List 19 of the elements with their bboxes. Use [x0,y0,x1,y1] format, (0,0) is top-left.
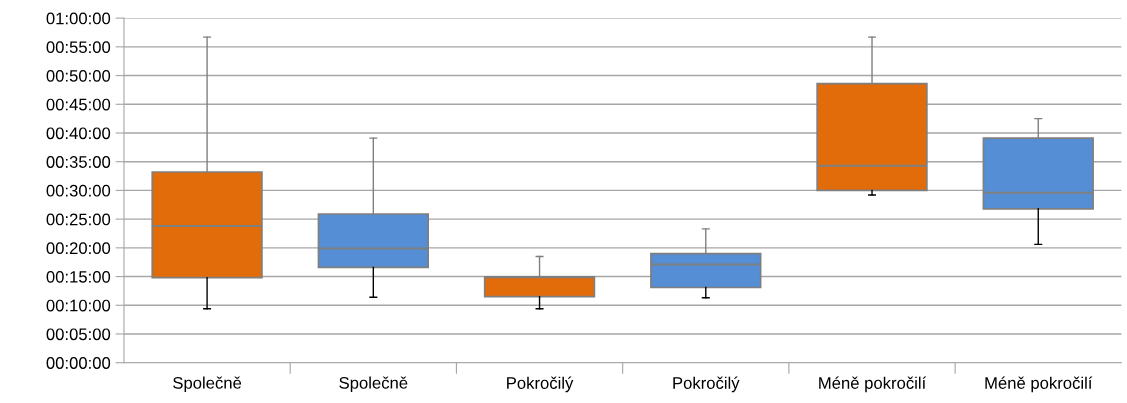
y-tick-label: 00:10:00 [46,299,111,312]
x-tick-label: Méně pokročilí [985,376,1093,393]
y-tick-label: 00:15:00 [46,270,111,283]
y-tick-label: 00:20:00 [46,242,111,255]
y-tick-label: 00:40:00 [46,127,111,140]
x-tick-label: Společně [173,376,242,393]
y-tick-label: 00:00:00 [46,357,111,369]
y-tick-label: 00:05:00 [46,328,111,341]
y-tick-label: 00:45:00 [46,98,111,111]
y-tick-label: 00:55:00 [46,41,111,54]
y-tick-label: 00:35:00 [46,156,111,168]
y-tick-label: 00:50:00 [46,69,111,82]
y-tick-label: 00:25:00 [46,213,111,226]
x-tick-label: Pokročilý [507,376,574,393]
y-tick-label: 00:30:00 [46,184,111,197]
y-tick-label: 01:00:00 [46,12,111,25]
x-tick-label: Méně pokročilí [819,376,927,393]
x-tick-label: Pokročilý [673,376,740,393]
x-tick-label: Společně [339,376,408,393]
